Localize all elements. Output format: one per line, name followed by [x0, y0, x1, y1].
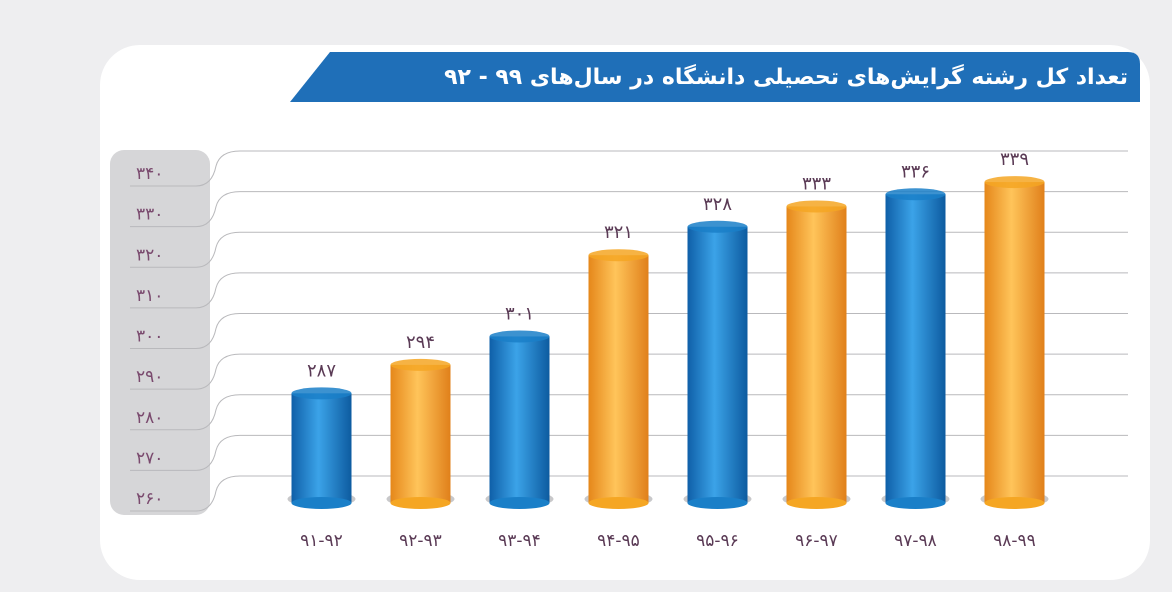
x-tick-label: ۹۷-۹۸ [894, 531, 937, 551]
chart: تعداد کل رشته گرایش‌های تحصیلی دانشگاه د… [0, 0, 1172, 592]
bar-bottom [292, 497, 352, 509]
y-tick-label: ۲۸۰ [136, 408, 163, 428]
bar [886, 194, 946, 503]
y-tick-label: ۳۲۰ [136, 245, 163, 265]
y-tick-label: ۳۴۰ [136, 164, 163, 184]
bar [787, 206, 847, 503]
bar-top [688, 221, 748, 233]
bar-bottom [787, 497, 847, 509]
bar-top [886, 188, 946, 200]
value-label: ۳۳۳ [802, 173, 831, 194]
bar-bottom [391, 497, 451, 509]
bar-top [391, 359, 451, 371]
bar-top [589, 249, 649, 261]
value-label: ۳۲۸ [703, 194, 732, 215]
y-tick-label: ۳۱۰ [136, 286, 163, 306]
bar-top [787, 200, 847, 212]
x-tick-label: ۹۲-۹۳ [399, 531, 442, 551]
bar [985, 182, 1045, 503]
y-tick-label: ۲۹۰ [136, 367, 163, 387]
page: تعداد کل رشته گرایش‌های تحصیلی دانشگاه د… [0, 0, 1172, 592]
bar [490, 336, 550, 503]
value-label: ۳۰۱ [505, 303, 534, 324]
bar-top [292, 387, 352, 399]
x-tick-label: ۹۸-۹۹ [993, 531, 1036, 551]
bar-bottom [886, 497, 946, 509]
bar-top [490, 330, 550, 342]
bar-bottom [688, 497, 748, 509]
bar-bottom [589, 497, 649, 509]
y-tick-label: ۲۶۰ [136, 489, 163, 509]
bar [589, 255, 649, 503]
bar-bottom [490, 497, 550, 509]
value-label: ۳۳۶ [901, 161, 930, 182]
x-tick-label: ۹۱-۹۲ [300, 531, 343, 551]
value-label: ۳۲۱ [604, 222, 633, 243]
y-tick-label: ۳۰۰ [136, 327, 163, 347]
x-tick-label: ۹۴-۹۵ [597, 531, 640, 551]
chart-title: تعداد کل رشته گرایش‌های تحصیلی دانشگاه د… [444, 63, 1128, 90]
bar-top [985, 176, 1045, 188]
value-label: ۲۹۴ [406, 332, 435, 353]
bar [292, 393, 352, 503]
value-label: ۲۸۷ [307, 360, 336, 381]
value-label: ۳۳۹ [1000, 149, 1029, 170]
bar [391, 365, 451, 503]
y-tick-label: ۳۳۰ [136, 205, 163, 225]
x-tick-label: ۹۵-۹۶ [696, 531, 739, 551]
x-tick-label: ۹۶-۹۷ [795, 531, 838, 551]
y-tick-label: ۲۷۰ [136, 448, 163, 468]
bar [688, 227, 748, 503]
bar-bottom [985, 497, 1045, 509]
x-tick-label: ۹۳-۹۴ [498, 531, 541, 551]
